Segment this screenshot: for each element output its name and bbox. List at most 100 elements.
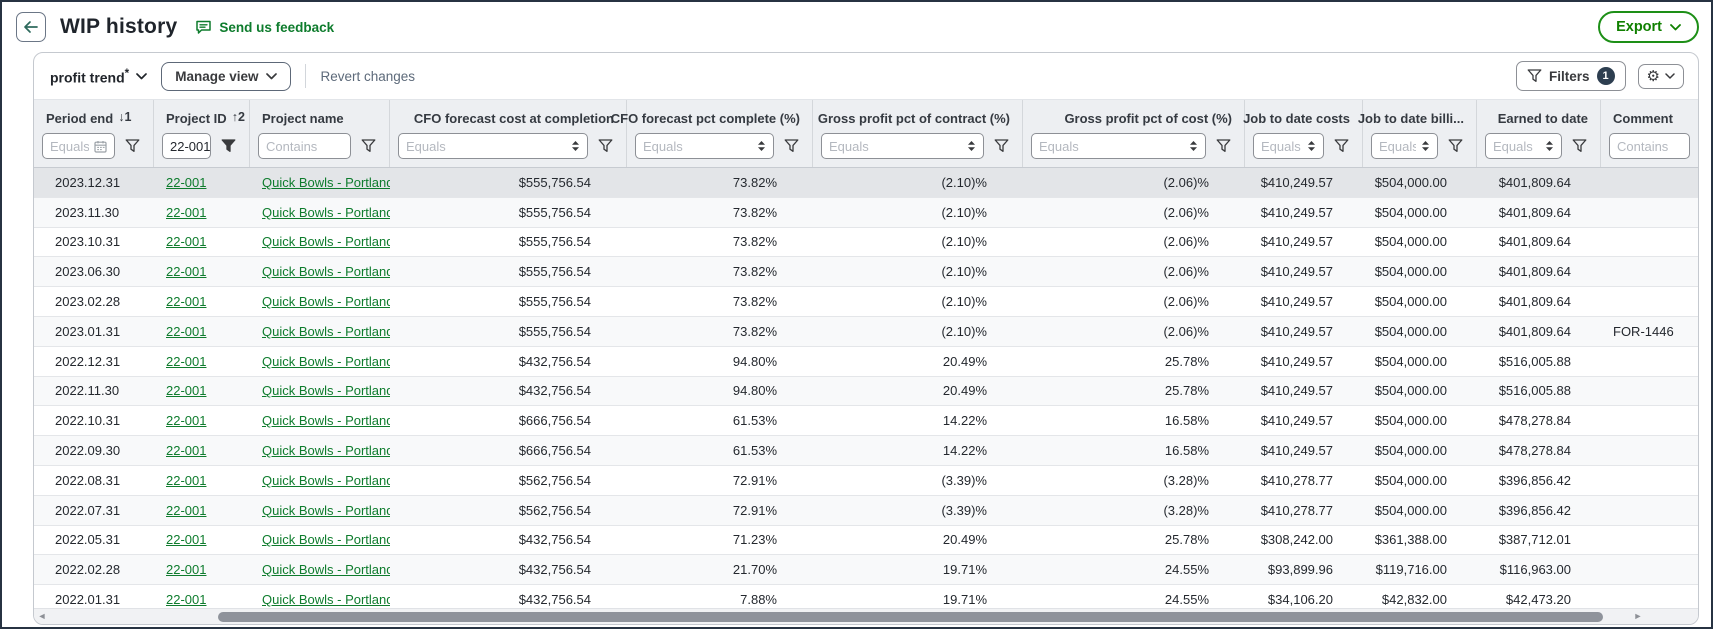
project-name-link[interactable]: Quick Bowls - Portland (262, 294, 390, 310)
table-row[interactable]: 2023.06.30 22-001 Quick Bowls - Portland $5… (34, 257, 1698, 288)
table-row[interactable]: 2023.11.30 22-001 Quick Bowls - Portland $5… (34, 197, 1698, 228)
revert-changes-link[interactable]: Revert changes (320, 68, 416, 84)
filter-input-project_name[interactable]: Contains (258, 133, 351, 159)
table-row[interactable]: 2022.11.30 22-001 Quick Bowls - Portland $4… (34, 376, 1698, 407)
column-header-cfo_cost[interactable]: CFO forecast cost at completion Equals (390, 100, 627, 167)
table-row[interactable]: 2022.02.28 22-001 Quick Bowls - Portland $4… (34, 555, 1698, 586)
project-id-link[interactable]: 22-001 (166, 234, 207, 250)
column-header-gp_contract[interactable]: Gross profit pct of contract (%) Equals (813, 100, 1023, 167)
table-row[interactable]: 2022.10.31 22-001 Quick Bowls - Portland $6… (34, 406, 1698, 437)
column-label-text: Project name (262, 110, 344, 126)
up-down-arrows-icon[interactable] (1189, 140, 1198, 152)
filter-funnel-gp_cost[interactable] (1208, 139, 1238, 153)
scroll-right-arrow-icon[interactable]: ► (1633, 611, 1643, 621)
project-name-link[interactable]: Quick Bowls - Portland (262, 383, 390, 399)
filter-input-period_end[interactable]: Equals (42, 133, 115, 159)
column-header-jtd_costs[interactable]: Job to date costs Equals (1243, 100, 1363, 167)
column-header-comment[interactable]: Comment Contains (1601, 100, 1696, 167)
table-row[interactable]: 2023.12.31 22-001 Quick Bowls - Portland $5… (34, 168, 1698, 198)
project-name-link[interactable]: Quick Bowls - Portland (262, 234, 390, 250)
table-row[interactable]: 2022.08.31 22-001 Quick Bowls - Portland $5… (34, 465, 1698, 496)
table-row[interactable]: 2022.09.30 22-001 Quick Bowls - Portland $6… (34, 436, 1698, 466)
table-settings-button[interactable]: ⚙ (1637, 63, 1684, 89)
table-row[interactable]: 2022.07.31 22-001 Quick Bowls - Portland $5… (34, 495, 1698, 526)
filter-input-jtd_costs[interactable]: Equals (1253, 133, 1324, 159)
column-header-cfo_pct[interactable]: CFO forecast pct complete (%) Equals (611, 100, 813, 167)
project-id-link[interactable]: 22-001 (166, 562, 207, 578)
project-id-link[interactable]: 22-001 (166, 174, 207, 190)
up-down-arrows-icon[interactable] (1545, 140, 1554, 152)
project-name-link[interactable]: Quick Bowls - Portland (262, 204, 390, 220)
table-row[interactable]: 2023.01.31 22-001 Quick Bowls - Portland $5… (34, 316, 1698, 347)
back-button[interactable] (16, 12, 46, 42)
filter-funnel-project_name[interactable] (353, 139, 383, 153)
filter-funnel-jtd_costs[interactable] (1326, 139, 1356, 153)
send-feedback-link[interactable]: Send us feedback (195, 19, 334, 35)
project-id-link[interactable]: 22-001 (166, 353, 207, 369)
filter-input-gp_cost[interactable]: Equals (1031, 133, 1206, 159)
project-name-link[interactable]: Quick Bowls - Portland (262, 472, 390, 488)
project-name-link[interactable]: Quick Bowls - Portland (262, 502, 390, 518)
project-id-link[interactable]: 22-001 (166, 502, 207, 518)
filter-input-project_id[interactable]: 22-001 (162, 133, 211, 159)
project-name-link[interactable]: Quick Bowls - Portland (262, 264, 390, 280)
project-name-link[interactable]: Quick Bowls - Portland (262, 443, 390, 459)
filter-input-jtd_billings[interactable]: Equals (1371, 133, 1438, 159)
filter-funnel-cfo_pct[interactable] (776, 139, 806, 153)
project-id-link[interactable]: 22-001 (166, 264, 207, 280)
filter-funnel-jtd_billings[interactable] (1440, 139, 1470, 153)
filter-input-cfo_cost[interactable]: Equals (398, 133, 588, 159)
project-name-link[interactable]: Quick Bowls - Portland (262, 323, 390, 339)
filter-funnel-earned[interactable] (1564, 139, 1594, 153)
filters-button[interactable]: Filters 1 (1516, 61, 1626, 91)
filter-input-comment[interactable]: Contains (1609, 133, 1690, 159)
project-id-link[interactable]: 22-001 (166, 592, 207, 608)
project-name-link[interactable]: Quick Bowls - Portland (262, 562, 390, 578)
manage-view-button[interactable]: Manage view (161, 61, 292, 91)
table-row[interactable]: 2023.10.31 22-001 Quick Bowls - Portland $5… (34, 227, 1698, 258)
project-id-link[interactable]: 22-001 (166, 294, 207, 310)
project-id-link[interactable]: 22-001 (166, 413, 207, 429)
cell-comment (1601, 347, 1696, 376)
cell-period_end: 2023.12.31 (55, 174, 121, 190)
filter-input-gp_contract[interactable]: Equals (821, 133, 984, 159)
column-header-gp_cost[interactable]: Gross profit pct of cost (%) Equals (1023, 100, 1245, 167)
project-name-link[interactable]: Quick Bowls - Portland (262, 592, 390, 608)
project-id-link[interactable]: 22-001 (166, 323, 207, 339)
project-name-link[interactable]: Quick Bowls - Portland (262, 532, 390, 548)
column-header-period_end[interactable]: Period end ↓1 Equals (34, 100, 154, 167)
project-id-link[interactable]: 22-001 (166, 532, 207, 548)
project-name-link[interactable]: Quick Bowls - Portland (262, 353, 390, 369)
up-down-arrows-icon[interactable] (757, 140, 766, 152)
horizontal-scrollbar-thumb[interactable] (218, 611, 1603, 622)
column-header-project_id[interactable]: Project ID ↑2 22-001 (154, 100, 250, 167)
table-row[interactable]: 2023.02.28 22-001 Quick Bowls - Portland $5… (34, 287, 1698, 317)
up-down-arrows-icon[interactable] (1307, 140, 1316, 152)
up-down-arrows-icon[interactable] (571, 140, 580, 152)
filter-funnel-cfo_cost[interactable] (590, 139, 620, 153)
filter-input-earned[interactable]: Equals (1485, 133, 1562, 159)
project-id-link[interactable]: 22-001 (166, 443, 207, 459)
filter-input-cfo_pct[interactable]: Equals (635, 133, 774, 159)
column-header-project_name[interactable]: Project name Contains (250, 100, 390, 167)
export-button[interactable]: Export (1598, 11, 1699, 43)
project-name-link[interactable]: Quick Bowls - Portland (262, 174, 390, 190)
project-id-link[interactable]: 22-001 (166, 383, 207, 399)
project-id-link[interactable]: 22-001 (166, 472, 207, 488)
filter-funnel-period_end[interactable] (117, 139, 147, 153)
project-id-link[interactable]: 22-001 (166, 204, 207, 220)
filters-label: Filters (1549, 68, 1590, 84)
project-name-link[interactable]: Quick Bowls - Portland (262, 413, 390, 429)
horizontal-scrollbar[interactable]: ◄ ► (34, 608, 1698, 624)
up-down-arrows-icon[interactable] (1421, 140, 1430, 152)
column-header-earned[interactable]: Earned to date Equals (1477, 100, 1601, 167)
table-row[interactable]: 2022.05.31 22-001 Quick Bowls - Portland $4… (34, 525, 1698, 556)
filter-funnel-gp_contract[interactable] (986, 139, 1016, 153)
up-down-arrows-icon[interactable] (967, 140, 976, 152)
calendar-icon[interactable] (94, 140, 107, 153)
view-selector[interactable]: profit trend* (50, 67, 148, 85)
filter-funnel-project_id-active[interactable] (213, 139, 243, 153)
column-header-jtd_billings[interactable]: Job to date billi... Equals (1358, 100, 1477, 167)
table-row[interactable]: 2022.12.31 22-001 Quick Bowls - Portland $4… (34, 346, 1698, 377)
scroll-left-arrow-icon[interactable]: ◄ (37, 611, 47, 621)
